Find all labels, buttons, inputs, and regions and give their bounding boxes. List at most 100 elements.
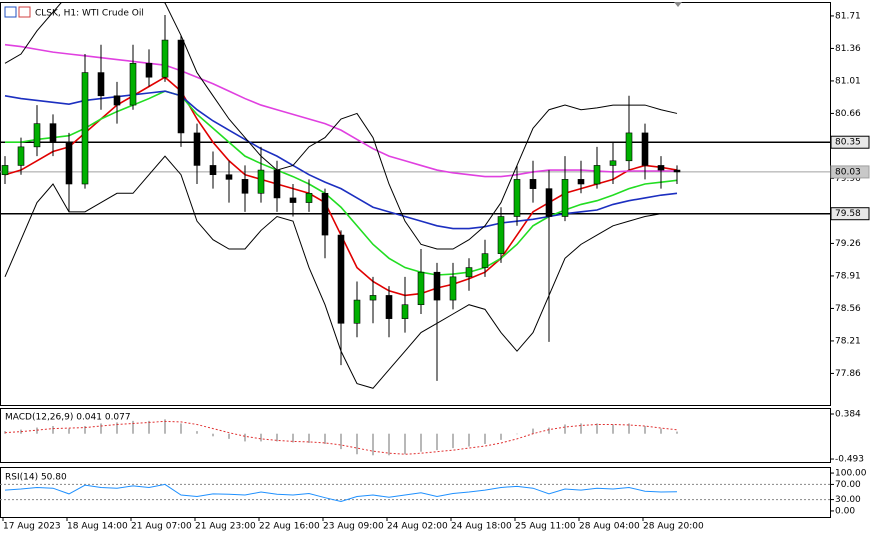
macd-bar <box>212 433 214 437</box>
x-tick-label: 23 Aug 09:00 <box>323 522 384 532</box>
y-tick-label: 30.00 <box>835 495 861 505</box>
macd-bar <box>644 426 646 434</box>
candle-body <box>369 295 377 301</box>
macd-frame <box>0 408 831 463</box>
y-tick-label: 0.384 <box>835 410 861 420</box>
macd-bar <box>164 419 166 434</box>
y-tick-label: 81.36 <box>835 44 861 54</box>
macd-bar <box>196 431 198 434</box>
candle-body <box>129 62 137 106</box>
price-label-box <box>830 165 870 179</box>
y-tick-label: 70.00 <box>835 480 861 490</box>
candle-body <box>625 132 633 162</box>
candle-body <box>673 169 681 173</box>
y-tick-label: 80.66 <box>835 109 861 119</box>
y-tick-label: 78.56 <box>835 304 861 314</box>
macd-bar <box>244 433 246 442</box>
candle-body <box>561 179 569 217</box>
price-label-box <box>830 207 870 221</box>
macd-bar <box>548 427 550 434</box>
candle-body <box>145 62 153 78</box>
macd-bar <box>532 428 534 434</box>
rsi-frame <box>0 467 831 518</box>
x-tick-label: 17 Aug 2023 <box>3 522 61 532</box>
macd-bar <box>580 423 582 434</box>
macd-bar <box>340 433 342 450</box>
price-label-box <box>830 135 870 149</box>
candle-body <box>225 174 233 180</box>
y-tick-label: 79.96 <box>835 174 861 184</box>
macd-bar <box>388 433 390 456</box>
macd-bar <box>612 424 614 434</box>
macd-bar <box>68 428 70 434</box>
candle-body <box>17 146 25 166</box>
macd-bar <box>660 428 662 434</box>
candle-body <box>609 160 617 166</box>
price-label: 79.58 <box>835 209 861 219</box>
candle-body <box>401 304 409 319</box>
candle-body <box>33 123 41 148</box>
x-tick-label: 22 Aug 16:00 <box>259 522 320 532</box>
y-tick-label: 77.86 <box>835 369 861 379</box>
candle-body <box>593 165 601 185</box>
candle-body <box>641 132 649 166</box>
candle-body <box>273 169 281 199</box>
candle-body <box>513 179 521 217</box>
x-tick-label: 18 Aug 14:00 <box>67 522 128 532</box>
macd-bar <box>452 433 454 449</box>
candle-body <box>161 39 169 78</box>
macd-bar <box>420 433 422 452</box>
macd-bar <box>228 433 230 439</box>
y-tick-label: 79.26 <box>835 239 861 249</box>
candle-body <box>321 192 329 236</box>
price-label: 80.03 <box>835 167 861 177</box>
plot-area <box>0 2 830 389</box>
toolbar-icons <box>4 6 31 18</box>
x-tick-label: 28 Aug 04:00 <box>579 522 640 532</box>
candle-body <box>497 216 505 254</box>
candle-body <box>353 299 361 324</box>
macd-bar <box>484 433 486 444</box>
macd-bar <box>260 433 262 442</box>
candle-body <box>449 276 457 301</box>
macd-bar <box>116 422 118 434</box>
candle-body <box>209 165 217 176</box>
macd-bar <box>468 433 470 447</box>
macd-bar <box>436 433 438 451</box>
x-tick-label: 24 Aug 02:00 <box>387 522 448 532</box>
macd-bar <box>276 433 278 442</box>
macd-bar <box>180 423 182 434</box>
candle-body <box>193 132 201 166</box>
candle-body <box>657 165 665 171</box>
candle-body <box>81 72 89 185</box>
candle-body <box>385 295 393 319</box>
macd-bar <box>324 433 326 444</box>
candle-body <box>337 234 345 324</box>
candle-body <box>241 179 249 194</box>
candle-body <box>545 188 553 217</box>
x-tick-label: 24 Aug 18:00 <box>451 522 512 532</box>
macd-bar <box>36 427 38 434</box>
macd-bar <box>564 424 566 434</box>
macd-bar <box>84 426 86 434</box>
macd-bar <box>404 433 406 455</box>
macd-bar <box>292 433 294 443</box>
candle-body <box>305 192 313 203</box>
macd-bar <box>500 433 502 440</box>
y-tick-label: 78.21 <box>835 336 861 346</box>
candle-body <box>49 123 57 143</box>
chart-title: CLSK, H1: WTI Crude Oil <box>35 9 144 19</box>
rsi-line <box>4 483 678 502</box>
rsi-title: RSI(14) 50.80 <box>5 473 67 483</box>
candle-body <box>465 267 473 278</box>
candle-body <box>433 271 441 301</box>
macd-bar <box>372 433 374 456</box>
x-tick-label: 25 Aug 11:00 <box>515 522 576 532</box>
candle-body <box>97 72 105 97</box>
x-tick-label: 21 Aug 23:00 <box>195 522 256 532</box>
candle-body <box>113 95 121 106</box>
candle-body <box>65 141 73 185</box>
macd-bar <box>132 420 134 434</box>
x-tick-label: 28 Aug 20:00 <box>643 522 704 532</box>
